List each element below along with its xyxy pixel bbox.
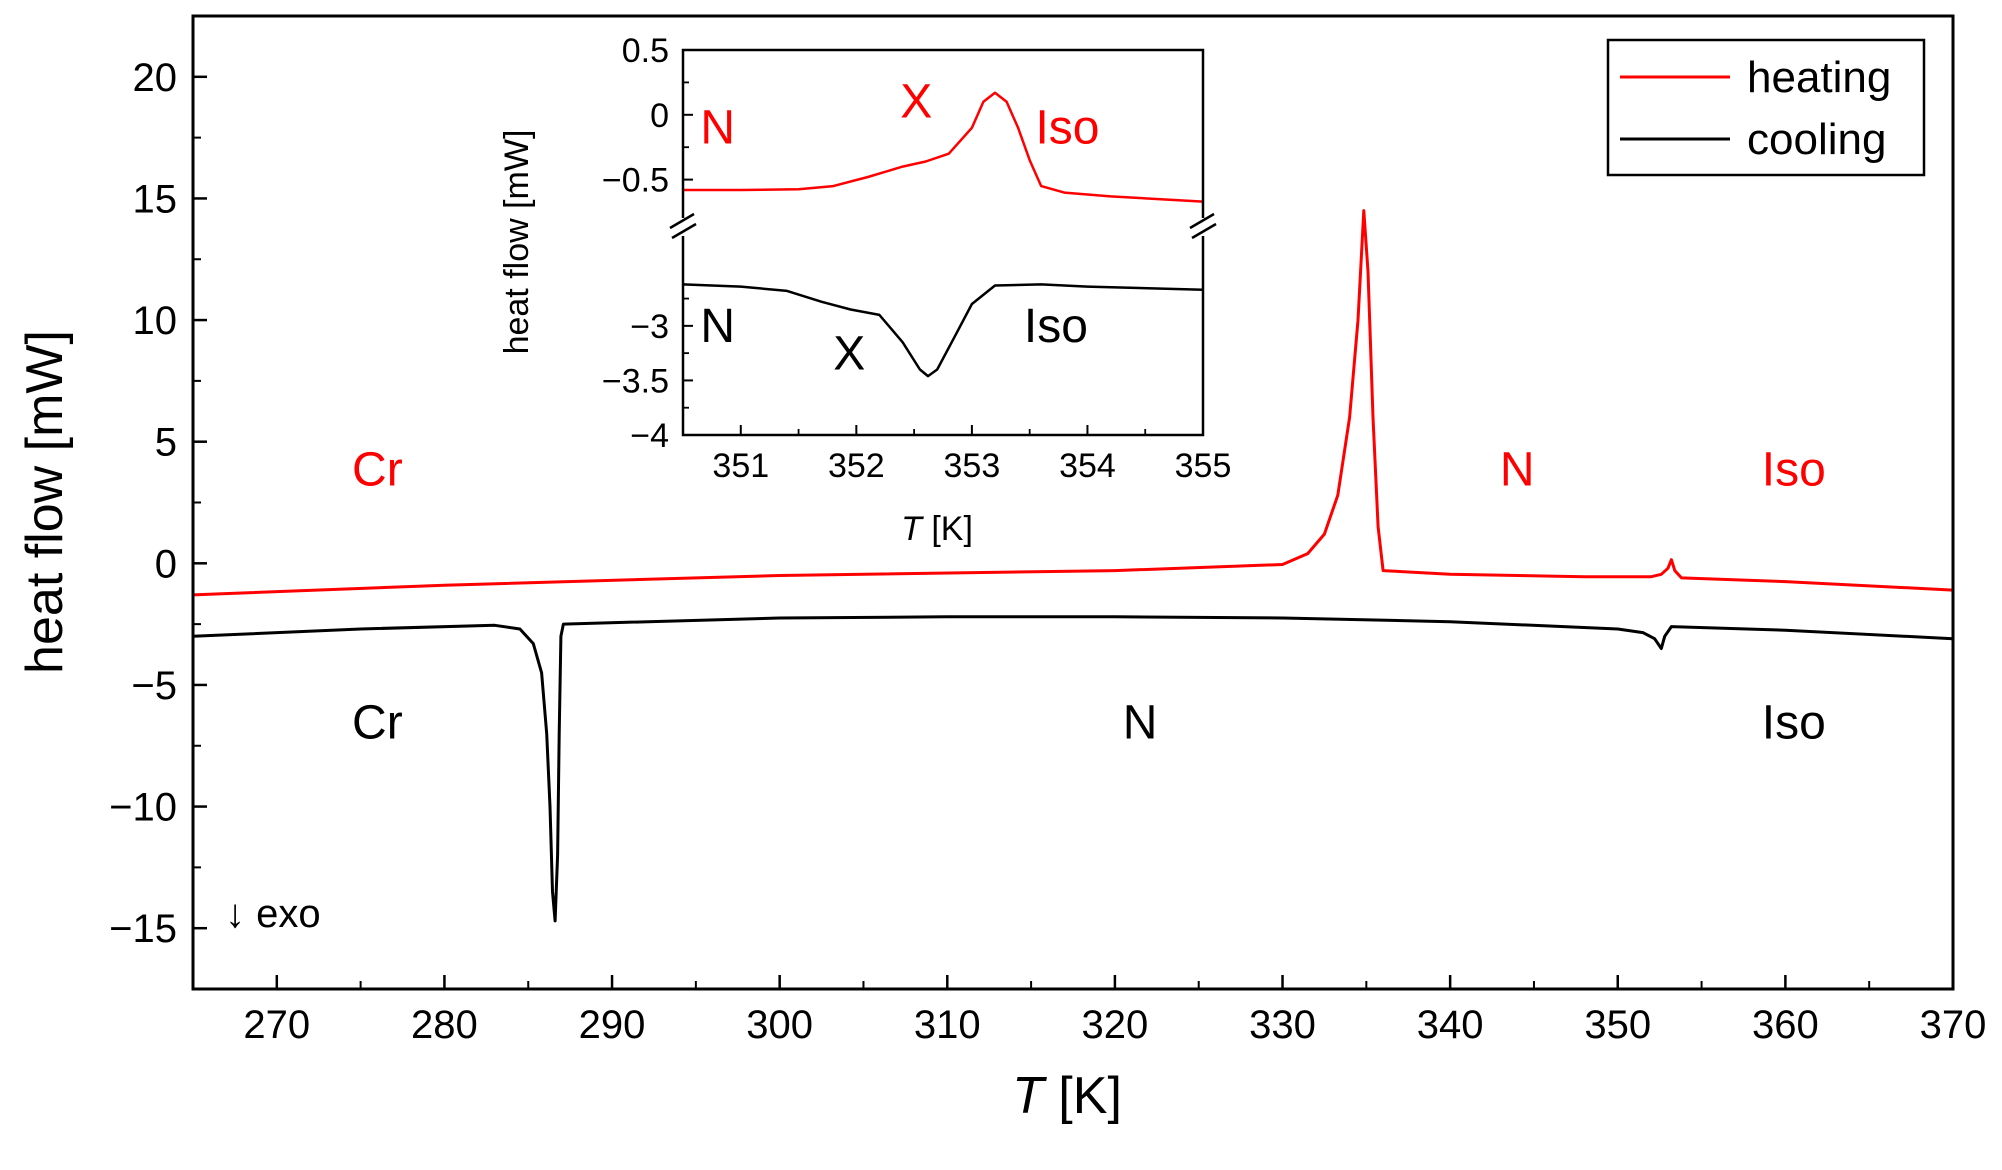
y-tick-label: −15 <box>109 907 177 951</box>
inset-background <box>683 50 1203 435</box>
inset-phase-label: X <box>900 75 932 128</box>
phase-label: Iso <box>1762 443 1826 496</box>
phase-label: N <box>1123 696 1158 749</box>
inset-series-line-cooling <box>682 283 1204 378</box>
y-tick-label: 5 <box>155 421 177 465</box>
inset-x-ticks: 351 352 353 354 355 <box>682 425 1232 485</box>
x-tick-label: 310 <box>914 1003 981 1047</box>
inset-y-tick-label: 0.5 <box>622 32 669 70</box>
x-tick-label: 350 <box>1584 1003 1651 1047</box>
legend-label-heating: heating <box>1747 53 1891 102</box>
y-tick-label: −5 <box>131 664 177 708</box>
series-line-heating <box>192 209 1954 597</box>
main-y-ticks: −15 −10 −5 0 5 10 15 20 <box>109 56 207 951</box>
main-y-axis-title: heat flow [mW] <box>16 330 74 674</box>
inset-x-tick-label: 351 <box>712 447 769 485</box>
inset-phase-label: N <box>700 101 735 154</box>
inset-y-tick-label: −3.5 <box>602 362 669 400</box>
main-chart: 270 280 290 300 310 320 330 340 350 360 370 −15 −10… <box>16 14 1986 1125</box>
inset-x-tick-label: 354 <box>1059 447 1116 485</box>
y-tick-label: 15 <box>133 177 178 221</box>
series-line-cooling <box>192 615 1954 923</box>
y-tick-label: 20 <box>133 56 178 100</box>
legend-label-cooling: cooling <box>1747 115 1886 164</box>
legend: heating cooling <box>1606 38 1926 177</box>
inset-phase-label: X <box>833 328 865 381</box>
inset-plot-frame <box>681 48 1205 437</box>
legend-box <box>1606 38 1926 177</box>
inset-y-tick-label: −0.5 <box>602 162 669 200</box>
inset-phase-labels: N X Iso N X Iso <box>700 75 1099 380</box>
inset-series-line-heating <box>683 91 1204 203</box>
main-x-axis-title: T [K] <box>1012 1067 1122 1125</box>
x-tick-label: 330 <box>1249 1003 1316 1047</box>
x-tick-label: 270 <box>243 1003 310 1047</box>
y-tick-label: 0 <box>155 542 177 586</box>
phase-label: Cr <box>352 443 403 496</box>
inset-y-tick-label: −4 <box>630 417 669 455</box>
x-tick-label: 340 <box>1417 1003 1484 1047</box>
x-tick-label: 300 <box>746 1003 813 1047</box>
inset-series-group <box>682 91 1204 378</box>
main-phase-labels: Cr N Iso Cr N Iso <box>352 443 1826 749</box>
phase-label: Cr <box>352 696 403 749</box>
inset-x-tick-label: 355 <box>1175 447 1232 485</box>
phase-label: Iso <box>1762 696 1826 749</box>
inset-y-ticks: 0.5 0 −0.5 −3 −3.5 −4 <box>602 32 693 455</box>
inset-y-axis-title: heat flow [mW] <box>498 130 536 355</box>
x-tick-label: 370 <box>1920 1003 1987 1047</box>
exo-note: ↓ exo <box>225 892 321 936</box>
main-series-group <box>192 209 1954 923</box>
y-tick-label: −10 <box>109 786 177 830</box>
y-tick-label: 10 <box>133 299 178 343</box>
main-x-ticks: 270 280 290 300 310 320 330 340 350 360 370 <box>243 975 1986 1047</box>
x-tick-label: 290 <box>579 1003 646 1047</box>
inset-x-axis-title: T [K] <box>901 510 973 548</box>
inset-x-tick-label: 352 <box>828 447 885 485</box>
x-tick-label: 280 <box>411 1003 478 1047</box>
inset-axis-break <box>669 212 1217 240</box>
phase-label: N <box>1500 443 1535 496</box>
x-tick-label: 320 <box>1082 1003 1149 1047</box>
inset-y-tick-label: −3 <box>630 308 669 346</box>
inset-x-tick-label: 353 <box>944 447 1001 485</box>
inset-y-tick-label: 0 <box>650 97 669 135</box>
inset-phase-label: Iso <box>1024 300 1088 353</box>
inset-phase-label: N <box>700 300 735 353</box>
x-tick-label: 360 <box>1752 1003 1819 1047</box>
inset-chart: 351 352 353 354 355 0.5 0 −0.5 −3 −3.5 −4 N X Iso N X… <box>498 32 1231 548</box>
inset-phase-label: Iso <box>1035 101 1099 154</box>
